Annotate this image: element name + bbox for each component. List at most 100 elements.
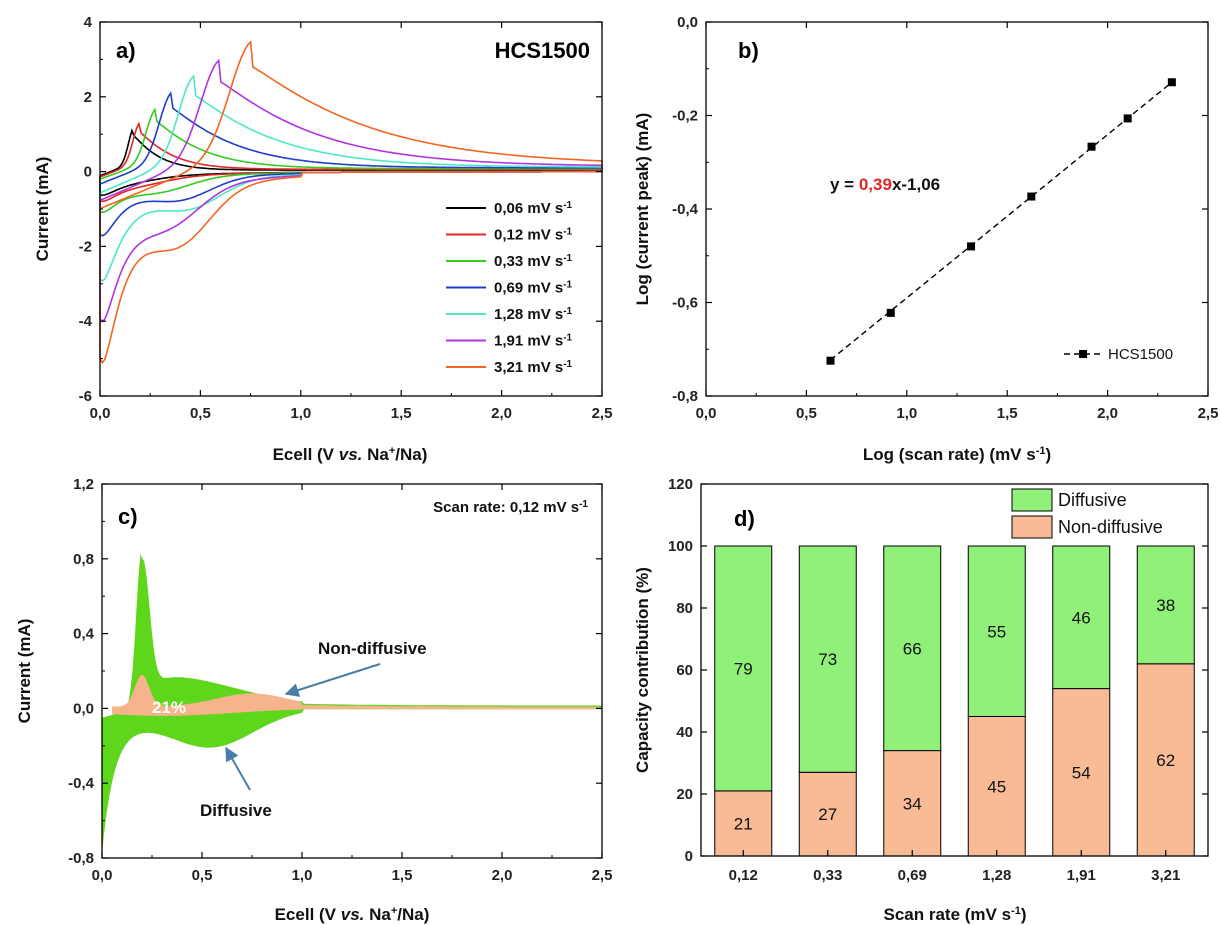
- legend-b-marker: [1079, 350, 1087, 358]
- panel-d-ytick-label: 120: [668, 476, 693, 493]
- legend-a-label: 0,69 mV s-1: [494, 279, 573, 297]
- arrow-non-diffusive: [284, 663, 381, 697]
- non-diffusive-value: 21: [734, 814, 753, 833]
- diffusive-bar: [883, 545, 942, 752]
- data-point: [1123, 114, 1132, 123]
- panel-c-xtick-label: 0,5: [192, 867, 213, 884]
- panel-d: 21 79 27 73 34 66 45 55 54 46 62 38 0 20 40 60 80 100 120…: [633, 476, 1209, 924]
- legend-d-label: Diffusive: [1058, 490, 1127, 510]
- panel-c: 0,0 0,5 1,0 1,5 2,0 2,5 -0,8 -0,4 0,0 0,4 0,8 1,2 c…: [15, 476, 612, 924]
- panel-b-ylabel: Log (current peak) (mA): [633, 113, 652, 306]
- diffusive-value: 38: [1156, 596, 1175, 615]
- fit-suffix: x-1,06: [892, 175, 940, 194]
- panel-c-ytick-label: -0,4: [68, 775, 95, 792]
- non-diffusive-value: 34: [903, 794, 922, 813]
- diffusive-value: 66: [903, 639, 922, 658]
- panel-b-label: b): [738, 38, 759, 63]
- panel-a-title: HCS1500: [495, 38, 590, 63]
- panel-a-legend: 0,06 mV s-1 0,12 mV s-1 0,33 mV s-1 0,69 mV…: [446, 200, 573, 376]
- non-diffusive-value: 62: [1156, 751, 1175, 770]
- panel-a-ytick-label: -6: [79, 388, 92, 405]
- panel-a-xtick-label: 2,5: [592, 405, 613, 422]
- panel-a-xlabel: Ecell (V vs. Na+/Na): [273, 445, 428, 464]
- panel-c-xtick-label: 1,5: [392, 867, 413, 884]
- panel-c-ytick-label: 0,8: [73, 551, 94, 568]
- panel-d-xtick-label: 1,91: [1067, 867, 1096, 884]
- panel-b: 0,0 0,5 1,0 1,5 2,0 2,5 -0,8 -0,6 -0,4 -0,2 0,0 b)…: [633, 14, 1218, 464]
- panel-a-xtick-label: 0,0: [90, 405, 111, 422]
- diffusive-label: Diffusive: [200, 801, 272, 820]
- fit-prefix: y =: [830, 175, 859, 194]
- panel-b-frame: [705, 21, 1209, 397]
- panel-d-xtick-label: 1,28: [982, 867, 1011, 884]
- fit-slope: 0,39: [859, 175, 892, 194]
- panel-b-plot: [826, 78, 1176, 365]
- diffusive-value: 46: [1072, 608, 1091, 627]
- legend-a-sup: -1: [563, 226, 572, 237]
- diffusive-value: 55: [987, 622, 1006, 641]
- panel-d-frame: [700, 483, 1209, 857]
- panel-a-axes: 0,0 0,5 1,0 1,5 2,0 2,5 -6 -4 -2 0 2 4: [79, 14, 613, 422]
- panel-a-ytick-label: 2: [84, 89, 92, 106]
- legend-d-swatch: [1011, 515, 1053, 539]
- panel-b-xtick-label: 1,0: [896, 405, 917, 422]
- fit-line: [830, 81, 1173, 361]
- panel-c-xtick-label: 2,5: [592, 867, 613, 884]
- data-point: [826, 356, 835, 365]
- data-point: [886, 308, 895, 317]
- fit-equation: y = 0,39x-1,06: [830, 175, 940, 194]
- non-diffusive-bar: [967, 716, 1026, 857]
- panel-c-ytick-label: 1,2: [73, 476, 94, 493]
- legend-a-sup: -1: [563, 306, 572, 317]
- panel-c-label: c): [118, 504, 138, 529]
- panel-c-axes: 0,0 0,5 1,0 1,5 2,0 2,5 -0,8 -0,4 0,0 0,4 0,8 1,2: [68, 476, 612, 884]
- panel-c-areas: [102, 553, 602, 854]
- panel-d-xtick-label: 3,21: [1151, 867, 1180, 884]
- panel-c-xlabel: Ecell (V vs. Na+/Na): [275, 905, 430, 924]
- arrow-diffusive: [225, 746, 251, 791]
- panel-c-xtick-label: 0,0: [92, 867, 113, 884]
- panel-d-bars: 21 79 27 73 34 66 45 55 54 46 62 38: [714, 545, 1195, 857]
- panel-a-ytick-label: 4: [84, 14, 93, 31]
- panel-d-xtick-label: 0,33: [813, 867, 842, 884]
- non-diffusive-bar: [1052, 688, 1111, 857]
- diffusive-bar: [1052, 545, 1111, 690]
- legend-d-label: Non-diffusive: [1058, 517, 1163, 537]
- legend-a-label: 0,12 mV s-1: [494, 226, 573, 244]
- diffusive-value: 73: [818, 650, 837, 669]
- panel-d-ytick-label: 40: [676, 724, 693, 741]
- panel-d-ytick-label: 20: [676, 786, 693, 803]
- panel-a-label: a): [116, 38, 136, 63]
- diffusive-bar: [714, 545, 773, 792]
- panel-b-ytick-label: -0,8: [672, 388, 698, 405]
- legend-a-sup: -1: [563, 253, 572, 264]
- legend-a-sup: -1: [563, 200, 572, 211]
- data-point: [1027, 192, 1036, 201]
- panel-b-xtick-label: 0,0: [696, 405, 717, 422]
- panel-b-ytick-label: 0,0: [677, 14, 698, 31]
- panel-a-xtick-label: 1,5: [391, 405, 412, 422]
- panel-a: 0,0 0,5 1,0 1,5 2,0 2,5 -6 -4 -2 0 2 4 a) HCS1500 0…: [33, 14, 612, 464]
- panel-c-frame: [101, 483, 603, 859]
- data-point: [1167, 78, 1176, 87]
- panel-a-xtick-label: 1,0: [290, 405, 311, 422]
- panel-b-ytick-label: -0,2: [672, 108, 698, 125]
- panel-a-xtick-label: 0,5: [190, 405, 211, 422]
- panel-d-axes: 0 20 40 60 80 100 120 0,12 0,33 0,69 1,28 1,91 3,21: [668, 476, 1208, 884]
- non-diffusive-area: [112, 674, 602, 716]
- panel-b-legend: HCS1500: [1064, 346, 1173, 363]
- panel-d-legend: Diffusive Non-diffusive: [1011, 488, 1163, 539]
- data-point: [1087, 142, 1096, 151]
- diffusive-bar: [967, 545, 1026, 717]
- panel-a-xtick-label: 2,0: [491, 405, 512, 422]
- panel-c-ytick-label: 0,0: [73, 700, 94, 717]
- panel-b-xtick-label: 2,0: [1097, 405, 1118, 422]
- panel-d-xlabel: Scan rate (mV s-1): [883, 905, 1026, 924]
- legend-a-label: 1,28 mV s-1: [494, 306, 573, 324]
- panel-c-xtick-label: 1,0: [292, 867, 313, 884]
- legend-a-label: 1,91 mV s-1: [494, 332, 573, 350]
- panel-d-ytick-label: 80: [676, 600, 693, 617]
- panel-d-xtick-label: 0,69: [898, 867, 927, 884]
- panel-d-ylabel: Capacity contribution (%): [633, 567, 652, 773]
